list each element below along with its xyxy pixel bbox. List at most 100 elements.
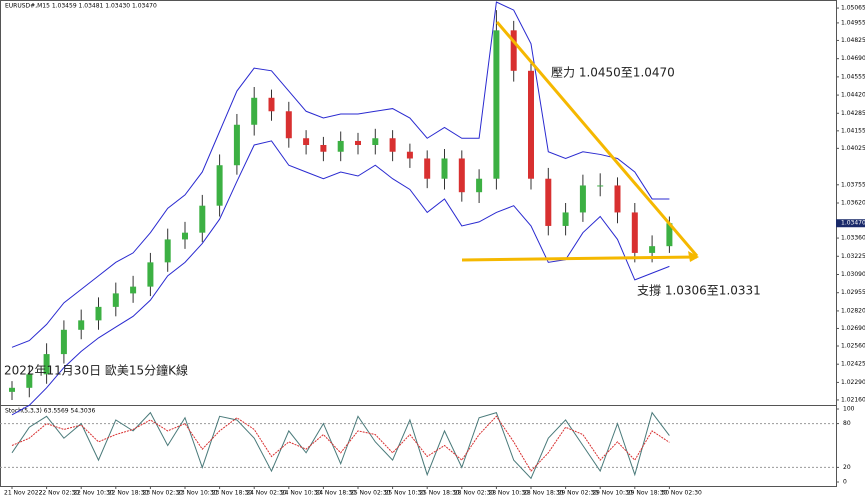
stoch-line (11, 415, 670, 472)
candle-body (112, 293, 119, 307)
y-tick-label: 0 (843, 479, 847, 486)
x-tick-label: 25 Nov 18:30 (419, 490, 460, 497)
x-tick-label: 28 Nov 02:30 (454, 490, 495, 497)
x-tick-label: 24 Nov 10:30 (281, 490, 322, 497)
y-tick-label: 1.04420 (841, 92, 865, 99)
candle-body (233, 124, 240, 166)
x-tick-label: 23 Nov 02:30 (142, 490, 183, 497)
candle-body (9, 387, 15, 392)
candle-body (78, 320, 85, 330)
candle-body (597, 185, 604, 187)
y-tick-label: 1.02160 (841, 396, 865, 403)
y-tick-label: 1.02560 (841, 342, 865, 349)
x-tick-label: 29 Nov 18:30 (627, 490, 668, 497)
x-tick-label: 22 Nov 18:30 (108, 490, 149, 497)
x-tick-label: 28 Nov 18:30 (523, 490, 564, 497)
candle-body (631, 212, 638, 253)
candle-body (666, 223, 673, 247)
x-tick-label: 23 Nov 10:30 (177, 490, 218, 497)
caption: 2022年11月30日 歐美15分鐘K線 (4, 363, 188, 378)
support-line (461, 255, 698, 262)
y-tick-label: 1.03225 (841, 253, 865, 260)
y-tick-label: 80 (843, 420, 851, 427)
y-tick-label: 1.02425 (841, 361, 865, 368)
candle-body (60, 329, 67, 355)
candle-body (406, 151, 413, 159)
current-price-label: 1.03470 (841, 220, 865, 227)
candle-body (441, 158, 448, 179)
candle-body (545, 178, 552, 226)
x-tick-label: 22 Nov 02:30 (39, 490, 80, 497)
candle-body (493, 30, 500, 179)
candle-body (337, 140, 344, 152)
candle-body (216, 165, 223, 206)
x-tick-label: 25 Nov 10:30 (385, 490, 426, 497)
current-price-box (836, 219, 865, 228)
x-tick-label: 21 Nov 2022 (4, 490, 43, 497)
y-tick-label: 1.05065 (841, 5, 865, 12)
resistance-label: 壓力 1.0450至1.0470 (551, 66, 675, 80)
resistance-line (495, 21, 699, 257)
x-tick-label: 29 Nov 02:30 (558, 490, 599, 497)
candle-body (424, 158, 431, 179)
candle-body (182, 232, 188, 240)
support-label: 支撐 1.0306至1.0331 (637, 284, 761, 298)
candle-body (199, 205, 206, 233)
y-tick-label: 1.03620 (841, 200, 865, 207)
y-tick-label: 1.04555 (841, 73, 865, 80)
y-tick-label: 1.03755 (841, 181, 865, 188)
candle-body (147, 262, 154, 287)
plot-frame (0, 0, 837, 487)
y-tick-label: 1.04285 (841, 110, 865, 117)
stoch-line (11, 411, 670, 480)
candle-body (579, 185, 586, 213)
indicator-title: Stoch(5,3,3) 63.5569 54.3036 (5, 408, 96, 415)
x-tick-label: 28 Nov 10:30 (488, 490, 529, 497)
y-tick-label: 1.04025 (841, 145, 865, 152)
y-tick-label: 1.04825 (841, 37, 865, 44)
candle-body (372, 138, 379, 145)
arrow-head (688, 251, 699, 262)
x-tick-label: 22 Nov 10:30 (73, 490, 114, 497)
band-upper (11, 1, 670, 348)
y-tick-label: 1.04690 (841, 55, 865, 62)
y-tick-label: 1.03360 (841, 235, 865, 242)
candle-body (95, 306, 102, 321)
y-tick-label: 1.02955 (841, 289, 865, 296)
candle-body (614, 185, 621, 213)
candle-body (389, 138, 396, 152)
y-tick-label: 20 (843, 464, 851, 471)
candle-body (320, 144, 327, 152)
y-tick-label: 1.03090 (841, 271, 865, 278)
candle-body (268, 97, 275, 112)
plot-layer (0, 1, 836, 480)
y-tick-label: 1.02820 (841, 307, 865, 314)
candle-body (164, 239, 171, 263)
x-tick-label: 30 Nov 02:30 (661, 490, 702, 497)
chart-title: EURUSD#,M15 1.03459 1.03481 1.03430 1.03… (5, 3, 157, 10)
y-tick-label: 100 (843, 406, 855, 413)
candle-body (649, 246, 656, 253)
x-tick-label: 24 Nov 18:30 (315, 490, 356, 497)
candle-body (43, 354, 50, 375)
y-tick-label: 1.04155 (841, 127, 865, 134)
candle-body (528, 70, 534, 179)
candle-body (251, 97, 258, 125)
y-tick-label: 1.02690 (841, 325, 865, 332)
x-tick-label: 29 Nov 10:30 (592, 490, 633, 497)
candle-body (458, 158, 465, 193)
x-tick-label: 25 Nov 02:30 (350, 490, 391, 497)
candle-body (562, 212, 569, 226)
y-tick-label: 1.02290 (841, 379, 865, 386)
x-tick-label: 24 Nov 02:30 (246, 490, 287, 497)
band-lower (11, 140, 670, 416)
x-tick-label: 23 Nov 18:30 (212, 490, 253, 497)
candle-body (285, 111, 292, 139)
y-tick-label: 1.04955 (841, 19, 865, 26)
candle-body (510, 30, 517, 71)
candle-body (130, 286, 137, 294)
candle-body (476, 178, 483, 193)
candle-body (303, 138, 310, 145)
